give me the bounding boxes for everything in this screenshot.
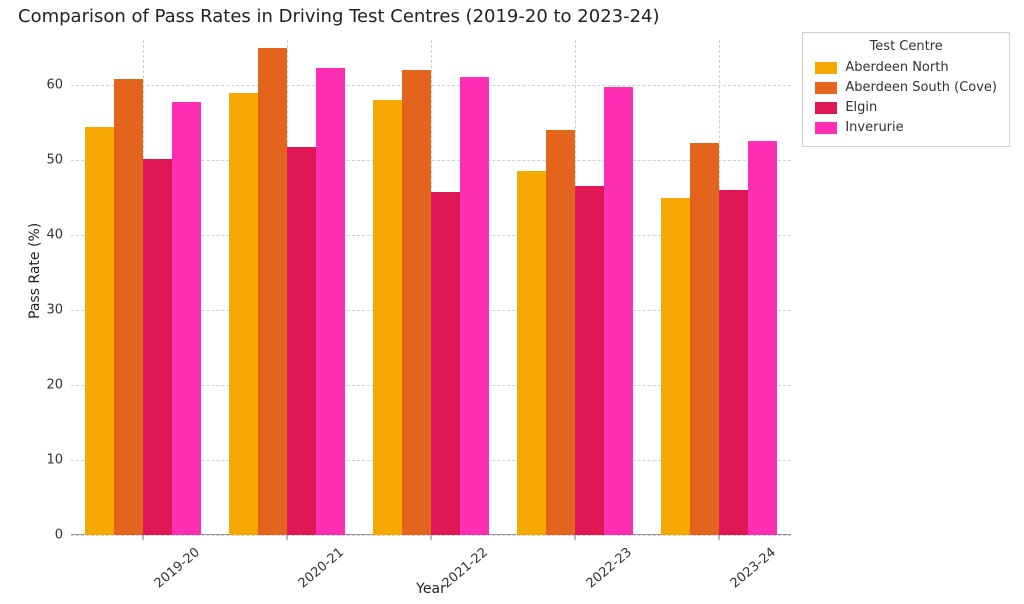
x-tick-mark xyxy=(143,535,144,540)
bar xyxy=(287,147,316,536)
legend-swatch xyxy=(815,102,837,114)
legend-item: Inverurie xyxy=(815,118,997,138)
legend-title: Test Centre xyxy=(815,39,997,54)
x-tick-label: 2020-21 xyxy=(296,545,347,591)
bar xyxy=(402,70,431,535)
bar xyxy=(748,141,777,536)
y-tick-label: 60 xyxy=(46,78,63,93)
y-tick-label: 40 xyxy=(46,228,63,243)
x-tick-mark xyxy=(431,535,432,540)
legend-item: Aberdeen South (Cove) xyxy=(815,78,997,98)
x-tick-mark xyxy=(575,535,576,540)
x-axis-label: Year xyxy=(416,581,446,597)
plot-area: Pass Rate (%) Year 01020304050602019-202… xyxy=(70,40,791,536)
bar xyxy=(517,171,546,535)
bar xyxy=(114,79,143,535)
legend-label: Aberdeen North xyxy=(845,58,948,78)
x-tick-label: 2021-22 xyxy=(440,545,491,591)
x-tick-mark xyxy=(719,535,720,540)
y-tick-label: 10 xyxy=(46,453,63,468)
x-tick-label: 2022-23 xyxy=(584,545,635,591)
bar xyxy=(546,130,575,535)
bar xyxy=(575,186,604,535)
legend-label: Aberdeen South (Cove) xyxy=(845,78,997,98)
legend-item: Aberdeen North xyxy=(815,58,997,78)
x-tick-mark xyxy=(287,535,288,540)
bar xyxy=(85,127,114,535)
bar xyxy=(604,87,633,536)
y-tick-label: 0 xyxy=(55,528,63,543)
y-axis-label: Pass Rate (%) xyxy=(27,223,43,319)
y-tick-label: 50 xyxy=(46,153,63,168)
bar xyxy=(373,100,402,535)
x-tick-label: 2023-24 xyxy=(728,545,779,591)
legend-swatch xyxy=(815,82,837,94)
bar xyxy=(690,143,719,535)
bar xyxy=(719,190,748,535)
bar xyxy=(460,77,489,535)
y-tick-label: 20 xyxy=(46,378,63,393)
chart-container: Comparison of Pass Rates in Driving Test… xyxy=(0,0,1024,604)
legend-item: Elgin xyxy=(815,98,997,118)
legend-swatch xyxy=(815,62,837,74)
bar xyxy=(258,48,287,535)
x-tick-label: 2019-20 xyxy=(152,545,203,591)
bar xyxy=(661,198,690,536)
bar xyxy=(172,102,201,535)
bar xyxy=(431,192,460,535)
bar xyxy=(229,93,258,536)
legend-label: Inverurie xyxy=(845,118,903,138)
legend-swatch xyxy=(815,122,837,134)
bar xyxy=(316,68,345,535)
legend: Test Centre Aberdeen NorthAberdeen South… xyxy=(802,32,1010,147)
y-tick-label: 30 xyxy=(46,303,63,318)
chart-title: Comparison of Pass Rates in Driving Test… xyxy=(18,6,660,27)
bar xyxy=(143,159,172,536)
legend-label: Elgin xyxy=(845,98,877,118)
